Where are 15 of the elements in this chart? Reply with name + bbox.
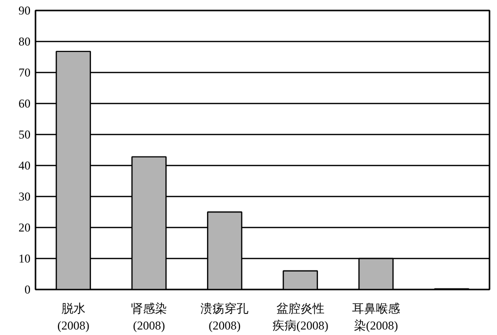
x-tick-label: 脱水(2008) — [57, 302, 90, 332]
x-tick-label: 耳鼻喉感染(2008) — [352, 302, 400, 332]
y-tick-label: 90 — [18, 4, 30, 18]
y-tick-label: 60 — [18, 96, 30, 110]
y-tick-label: 0 — [24, 282, 30, 296]
y-tick-label: 20 — [18, 220, 30, 234]
y-tick-label: 30 — [18, 190, 30, 204]
x-tick-label: 盆腔炎性疾病(2008) — [272, 302, 328, 332]
x-tick-label: 溃疡穿孔(2008) — [200, 302, 249, 332]
y-tick-label: 40 — [18, 158, 30, 172]
x-tick-label: 肾感染(2008) — [131, 302, 167, 332]
y-tick-label: 70 — [18, 66, 30, 80]
y-tick-label: 10 — [18, 252, 30, 266]
y-tick-label: 50 — [18, 128, 30, 142]
y-tick-label: 80 — [18, 34, 30, 48]
